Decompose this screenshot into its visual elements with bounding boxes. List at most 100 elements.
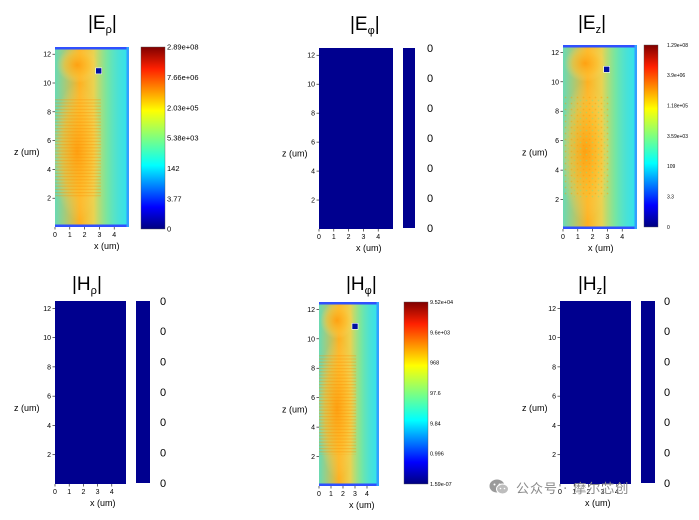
colorbar-label: 9.84 [430,421,441,427]
colorbar-label: 0 [167,225,171,234]
y-tick-label: 10 [307,82,315,89]
x-tick-label: 0 [53,232,57,239]
y-tick-label: 12 [307,307,315,314]
x-tick-label: 3 [353,491,357,498]
colorbar-label: 0 [160,448,166,460]
y-tick-label: 8 [311,366,315,373]
colorbar-label: 3.9e+06 [667,73,685,79]
colorbar-label: 0 [427,193,433,205]
colorbar [643,44,659,228]
y-tick-label: 6 [47,138,51,145]
x-tick-label: 3 [96,489,100,496]
panel-title: |Eφ| [350,14,380,37]
x-tick-label: 2 [81,489,85,496]
colorbar-label: 97.6 [430,391,441,397]
x-tick-label: 2 [341,491,345,498]
y-tick-label: 4 [555,168,559,175]
heatmap-area [319,302,379,486]
x-axis-label: x (um) [94,241,120,251]
x-tick-label: 4 [376,234,380,241]
x-tick-label: 3 [361,234,365,241]
x-tick-label: 4 [620,234,624,241]
source-marker [603,66,611,73]
panel-title: |Hz| [578,274,607,297]
colorbar-label: 5.38e+03 [167,134,199,143]
y-tick-label: 6 [311,395,315,402]
colorbar-label: 0 [427,73,433,85]
x-tick-label: 1 [329,491,333,498]
y-axis-label: z (um) [282,149,308,159]
x-tick-label: 2 [347,234,351,241]
x-tick-label: 1 [572,489,576,496]
x-tick-label: 1 [68,232,72,239]
y-axis-label: z (um) [14,403,40,413]
watermark-text: 公众号 · 摩尔芯创 [516,481,630,497]
y-tick-label: 10 [548,335,556,342]
colorbar-label: 2.03e+05 [167,103,199,112]
y-tick-label: 4 [47,167,51,174]
watermark: 公众号 · 摩尔芯创 [488,476,629,498]
colorbar [403,301,429,485]
colorbar [641,301,655,483]
colorbar [140,46,166,230]
y-tick-label: 12 [551,50,559,57]
y-tick-label: 10 [43,81,51,88]
x-tick-label: 2 [591,234,595,241]
x-axis-label: x (um) [349,500,375,510]
panel-title: |Hρ| [72,274,102,297]
y-tick-label: 8 [311,111,315,118]
x-tick-label: 1 [332,234,336,241]
y-tick-label: 8 [555,109,559,116]
colorbar-label: 0 [664,448,670,460]
colorbar-label: 0 [427,223,433,235]
colorbar-label: 0 [160,387,166,399]
colorbar-label: 0 [160,357,166,369]
heatmap-fill [55,301,126,484]
x-tick-label: 2 [83,232,87,239]
y-tick-label: 8 [47,364,51,371]
y-tick-label: 10 [43,335,51,342]
x-tick-label: 3 [97,232,101,239]
colorbar-label: 0.996 [430,452,444,458]
x-tick-label: 0 [561,234,565,241]
heatmap-fill [560,301,631,484]
y-tick-label: 4 [552,423,556,430]
heatmap-fill [319,48,393,229]
y-tick-label: 12 [43,52,51,59]
colorbar-label: 0 [160,296,166,308]
heatmap-area [563,45,637,229]
colorbar-label: 142 [167,164,180,173]
y-tick-label: 6 [47,394,51,401]
colorbar-label: 0 [664,296,670,308]
colorbar-label: 109 [667,164,676,170]
colorbar-label: 0 [160,478,166,490]
colorbar-label: 0 [427,103,433,115]
y-tick-label: 2 [311,454,315,461]
y-axis-label: z (um) [282,404,308,414]
x-axis-label: x (um) [356,243,382,253]
x-tick-label: 0 [317,234,321,241]
colorbar-label: 0 [427,43,433,55]
y-tick-label: 8 [552,364,556,371]
colorbar-label: 0 [160,417,166,429]
y-tick-label: 6 [555,138,559,145]
heatmap-area [560,301,631,484]
y-tick-label: 12 [548,306,556,313]
colorbar-label: 9.6e+03 [430,330,450,336]
colorbar [403,48,415,228]
colorbar-label: 968 [430,361,439,367]
colorbar-label: 1.59e-07 [430,482,452,488]
x-tick-label: 1 [67,489,71,496]
colorbar-label: 0 [664,326,670,338]
x-tick-label: 4 [112,232,116,239]
y-tick-label: 2 [552,452,556,459]
source-marker [95,67,102,75]
colorbar [136,301,150,483]
y-tick-label: 4 [311,425,315,432]
heatmap-area [55,47,129,227]
